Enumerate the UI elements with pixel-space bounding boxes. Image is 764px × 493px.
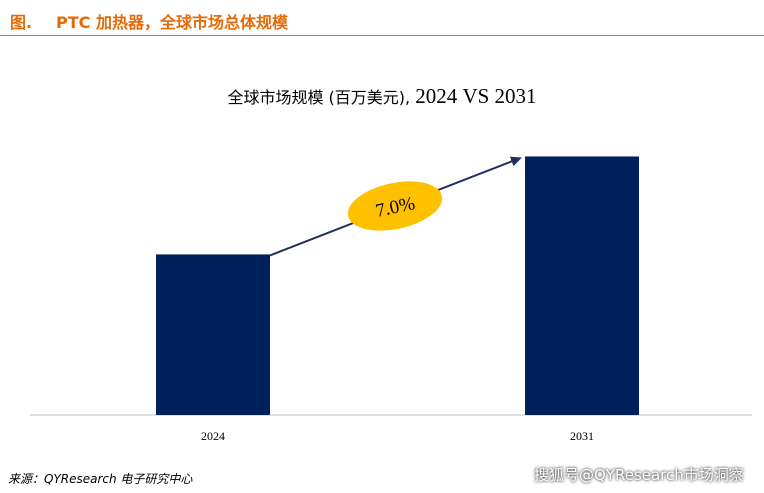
figure-header: 图. PTC 加热器，全球市场总体规模 <box>0 0 764 36</box>
growth-arrowhead <box>509 156 522 167</box>
bar-2031 <box>525 156 639 415</box>
x-tick-label-2024: 2024 <box>201 429 225 443</box>
source-note: 来源：QYResearch 电子研究中心 <box>8 472 193 486</box>
figure-title: PTC 加热器，全球市场总体规模 <box>56 13 288 32</box>
bar-2024 <box>156 254 270 415</box>
watermark-text: 搜狐号@QYResearch市场洞察 <box>534 466 744 484</box>
growth-badge <box>347 181 443 231</box>
figure-label: 图. <box>10 13 33 32</box>
chart-title-cn: 全球市场规模 (百万美元), <box>227 88 415 107</box>
chart-title: 全球市场规模 (百万美元), 2024 VS 2031 <box>227 84 536 108</box>
header-divider <box>0 35 764 36</box>
chart-title-en: 2024 VS 2031 <box>415 84 536 108</box>
x-tick-label-2031: 2031 <box>570 429 594 443</box>
